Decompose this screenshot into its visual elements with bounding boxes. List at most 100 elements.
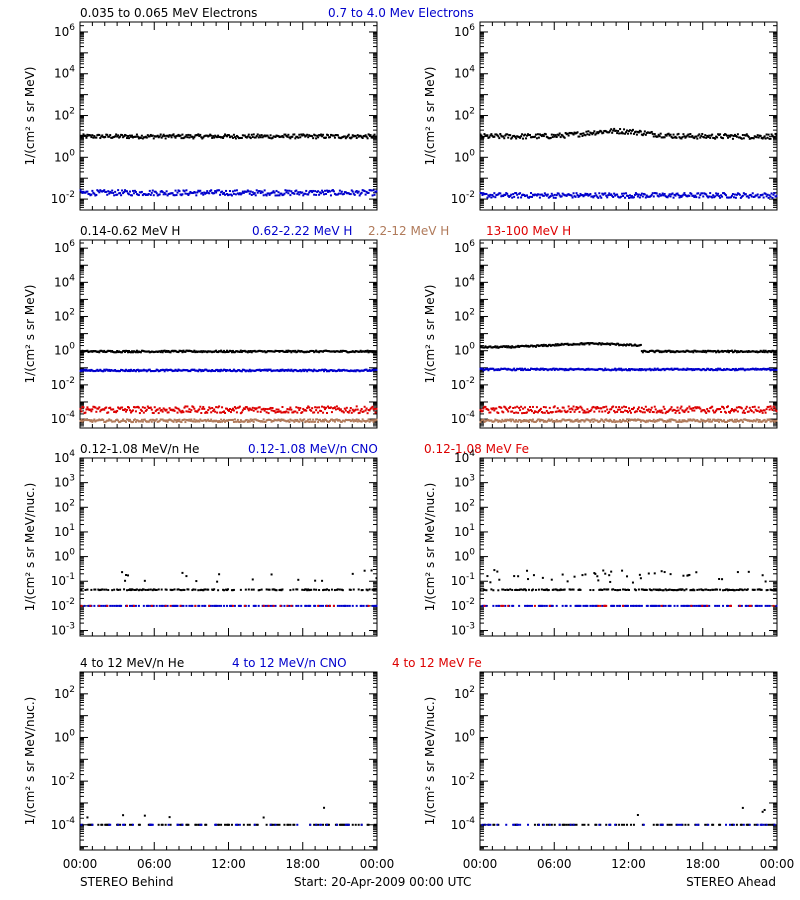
panel-title-red: 0.12-1.08 MeV Fe (424, 442, 529, 456)
data-point (598, 192, 601, 195)
data-point (288, 420, 291, 423)
data-point (134, 135, 137, 138)
data-point (604, 410, 607, 413)
data-point (206, 190, 209, 193)
data-point (531, 418, 534, 421)
data-point (653, 367, 656, 370)
data-point (230, 408, 233, 411)
data-point (489, 134, 492, 137)
data-point (309, 418, 312, 421)
data-point (134, 370, 137, 373)
data-point (553, 193, 556, 196)
data-point (513, 411, 516, 414)
data-point (633, 193, 636, 196)
data-point (683, 135, 686, 138)
data-point (216, 411, 219, 414)
panel-title-blue: 0.7 to 4.0 Mev Electrons (328, 6, 474, 20)
data-point (701, 192, 704, 195)
data-point (747, 135, 750, 138)
data-point (627, 368, 630, 371)
data-point (143, 579, 146, 582)
data-point (259, 192, 262, 195)
data-point (628, 129, 631, 132)
data-point (657, 133, 660, 136)
data-point (513, 367, 516, 370)
data-point (698, 406, 701, 409)
data-point (354, 408, 357, 411)
data-point (359, 134, 362, 137)
data-point (370, 189, 373, 192)
data-point (644, 405, 647, 408)
data-point (592, 131, 595, 134)
data-point (541, 345, 544, 348)
y-tick-exponent: 4 (69, 273, 75, 283)
data-point (226, 193, 229, 196)
data-point (511, 196, 514, 199)
data-point (180, 589, 183, 592)
data-point (255, 135, 258, 138)
data-point (90, 136, 93, 139)
data-point (189, 134, 192, 137)
data-point (221, 406, 224, 409)
data-point (739, 196, 742, 199)
data-point (93, 604, 96, 607)
data-point (155, 192, 158, 195)
data-point (252, 420, 255, 423)
data-point (717, 192, 720, 195)
data-point (110, 191, 113, 194)
data-point (553, 369, 556, 372)
data-point (328, 136, 331, 139)
data-point (340, 420, 343, 423)
data-point (741, 421, 744, 424)
data-point (647, 408, 650, 411)
data-point (185, 134, 188, 137)
data-point (218, 369, 221, 372)
data-point (299, 369, 302, 372)
data-point (177, 407, 180, 410)
data-point (510, 420, 513, 423)
data-point (773, 406, 776, 409)
data-point (699, 136, 702, 139)
data-point (554, 420, 557, 423)
data-point (529, 192, 532, 195)
data-point (188, 192, 191, 195)
data-point (150, 420, 153, 423)
data-point (276, 410, 279, 413)
data-point (575, 192, 578, 195)
data-point (232, 133, 235, 136)
data-point (130, 194, 133, 197)
data-point (177, 588, 180, 591)
data-point (738, 193, 741, 196)
data-point (196, 191, 199, 194)
data-point (163, 349, 166, 352)
data-point (584, 134, 587, 137)
data-point (111, 589, 114, 592)
data-point (612, 405, 615, 408)
data-point (187, 194, 190, 197)
data-point (517, 411, 520, 414)
data-point (175, 407, 178, 410)
data-point (284, 350, 287, 353)
series-red (79, 405, 378, 415)
data-point (276, 194, 279, 197)
data-point (565, 194, 568, 197)
data-point (296, 192, 299, 195)
data-point (553, 344, 556, 347)
data-point (612, 196, 615, 199)
data-point (701, 132, 704, 135)
data-point (322, 368, 325, 371)
data-point (278, 194, 281, 197)
data-point (770, 351, 773, 354)
data-point (599, 342, 602, 345)
data-point (506, 133, 509, 136)
y-tick-exponent: 6 (469, 239, 475, 249)
data-point (250, 588, 253, 591)
data-point (299, 136, 302, 139)
data-point (237, 193, 240, 196)
data-point (204, 588, 207, 591)
data-point (152, 412, 155, 415)
data-point (90, 419, 93, 422)
data-point (217, 589, 220, 592)
data-point (324, 408, 327, 411)
data-point (280, 411, 283, 414)
